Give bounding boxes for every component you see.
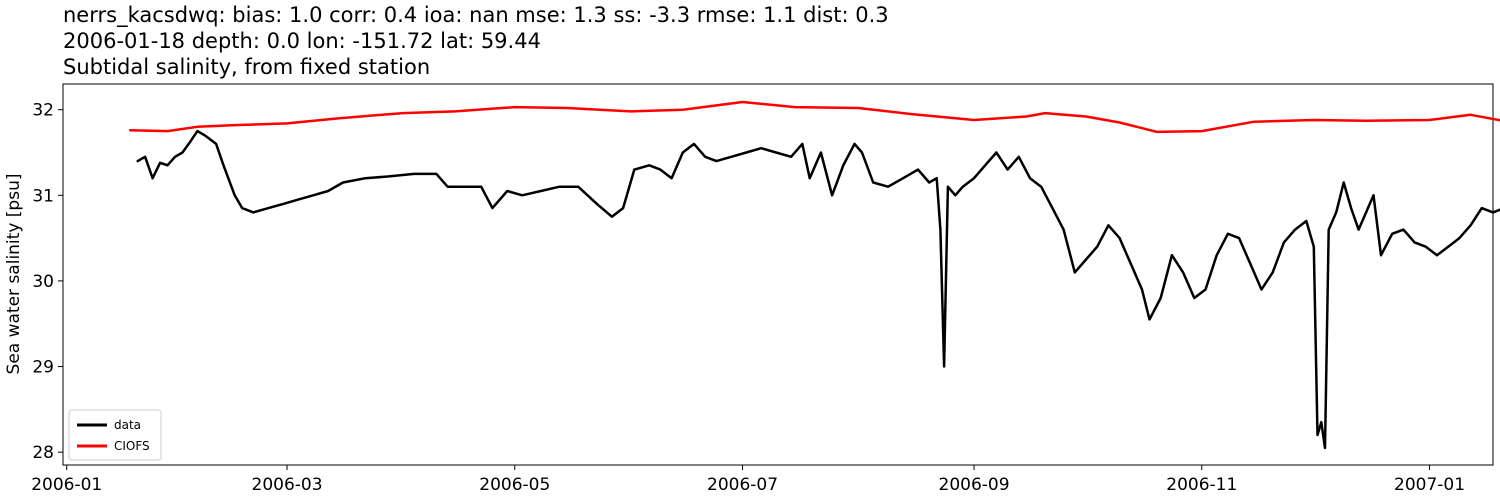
x-tick-label-4: 2006-09	[939, 475, 1010, 495]
y-tick-label-2: 30	[32, 272, 54, 292]
title-line-stats: nerrs_kacsdwq: bias: 1.0 corr: 0.4 ioa: …	[63, 3, 889, 28]
series-line-data	[136, 129, 1500, 450]
x-tick-label-0: 2006-01	[31, 475, 102, 495]
y-axis: 28 29 30 31 32	[32, 101, 63, 463]
legend-label-ciofs: CIOFS	[114, 439, 150, 453]
y-tick-label-3: 31	[32, 186, 54, 206]
series-group	[128, 100, 1500, 450]
series-line-ciofs	[128, 100, 1500, 134]
title-line-description: Subtidal salinity, from fixed station	[63, 55, 430, 79]
legend-label-data: data	[114, 418, 141, 432]
chart-title: nerrs_kacsdwq: bias: 1.0 corr: 0.4 ioa: …	[63, 3, 889, 79]
x-tick-label-3: 2006-07	[707, 475, 778, 495]
title-line-station: 2006-01-18 depth: 0.0 lon: -151.72 lat: …	[63, 29, 541, 53]
legend: data CIOFS	[68, 409, 162, 461]
x-tick-label-2: 2006-05	[479, 475, 550, 495]
y-tick-label-1: 29	[32, 358, 54, 378]
x-axis: 2006-01 2006-03 2006-05 2006-07 2006-09 2006-…	[31, 465, 1465, 495]
x-tick-label-1: 2006-03	[252, 475, 323, 495]
x-tick-label-5: 2006-11	[1166, 475, 1237, 495]
y-axis-label: Sea water salinity [psu]	[4, 174, 24, 375]
y-tick-label-4: 32	[32, 101, 54, 121]
y-tick-label-0: 28	[32, 443, 54, 463]
x-tick-label-6: 2007-01	[1394, 475, 1465, 495]
plot-area	[62, 83, 1494, 466]
